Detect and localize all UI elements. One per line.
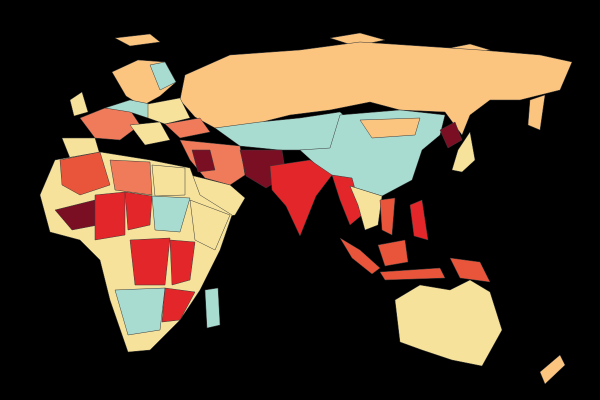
country xyxy=(94,191,126,241)
country xyxy=(349,185,383,231)
country xyxy=(69,91,89,117)
country xyxy=(439,121,463,149)
country xyxy=(149,61,177,91)
country xyxy=(189,199,231,251)
country xyxy=(161,287,196,323)
country xyxy=(191,149,216,173)
country xyxy=(449,257,491,283)
country xyxy=(359,117,421,139)
country xyxy=(124,191,153,231)
country xyxy=(147,97,191,125)
country xyxy=(204,287,221,329)
country xyxy=(169,239,196,286)
country xyxy=(59,151,111,196)
country xyxy=(394,279,503,367)
arctic-island xyxy=(114,33,161,47)
country xyxy=(151,164,186,197)
country xyxy=(164,117,211,139)
country xyxy=(451,131,476,173)
country xyxy=(379,267,446,281)
country xyxy=(409,199,429,241)
country xyxy=(527,94,546,131)
country xyxy=(339,237,381,275)
country xyxy=(129,121,171,146)
country xyxy=(109,159,153,196)
country xyxy=(379,197,396,236)
country xyxy=(129,237,171,286)
country xyxy=(539,354,566,385)
country xyxy=(151,195,191,233)
country xyxy=(377,239,409,267)
country xyxy=(114,287,166,336)
country xyxy=(269,159,333,237)
